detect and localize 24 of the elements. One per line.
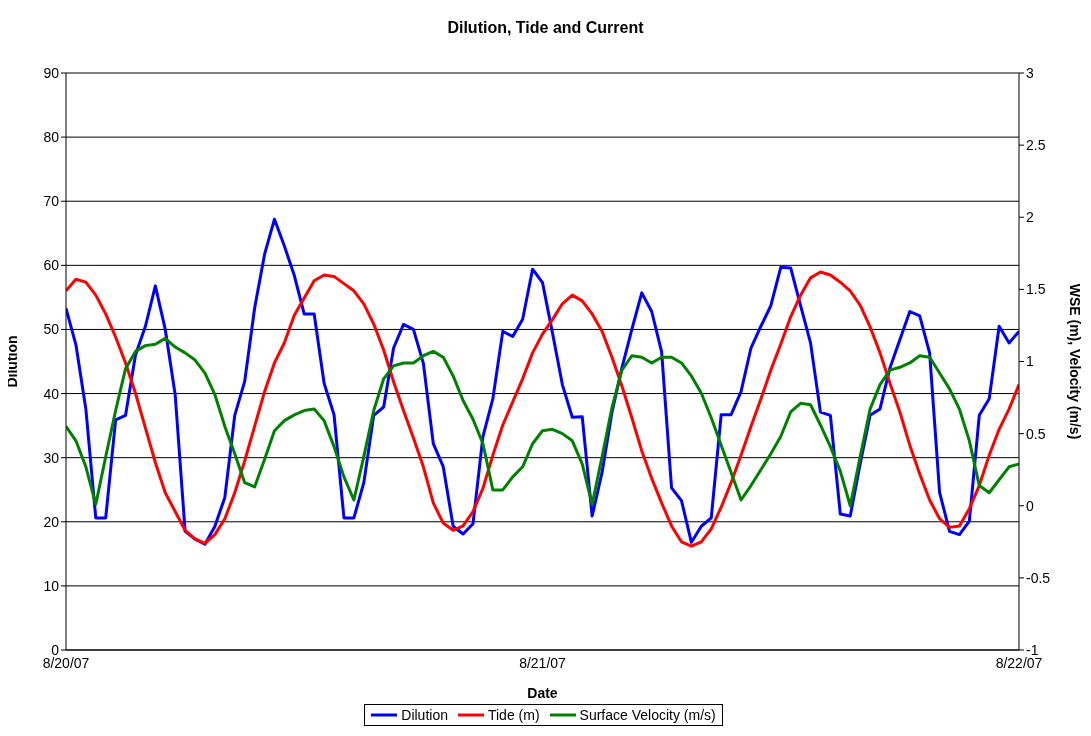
x-tick-label: 8/21/07 [519, 654, 567, 671]
y-tick-label: 10 [43, 577, 60, 594]
y-tick-label: 50 [43, 321, 60, 338]
y-tick-label: 40 [43, 385, 60, 402]
y-tick-label: 90 [43, 64, 60, 81]
y2-axis-title: WSE (m), Velocity (m/s) [1067, 283, 1084, 440]
y2-tick-label: 2.5 [1026, 137, 1046, 154]
y2-tick-label: 2 [1026, 209, 1034, 226]
y2-tick-label: 0.5 [1026, 425, 1046, 442]
x-axis-title: Date [527, 685, 558, 701]
y-tick-label: 70 [43, 193, 60, 210]
legend-label: Surface Velocity (m/s) [579, 707, 716, 723]
y2-tick-label: -0.5 [1026, 569, 1051, 586]
y2-tick-label: 0 [1026, 497, 1034, 514]
y-tick-label: 30 [43, 449, 60, 466]
legend-label: Dilution [401, 707, 448, 723]
y-tick-label: 20 [43, 513, 60, 530]
y2-tick-label: 1 [1026, 353, 1034, 370]
y-tick-label: 80 [43, 129, 60, 146]
legend-label: Tide (m) [487, 707, 540, 723]
y2-tick-label: 1.5 [1026, 281, 1046, 298]
y-tick-label: 60 [43, 257, 60, 274]
y2-tick-label: 3 [1026, 64, 1034, 81]
chart-title: Dilution, Tide and Current [446, 18, 645, 38]
